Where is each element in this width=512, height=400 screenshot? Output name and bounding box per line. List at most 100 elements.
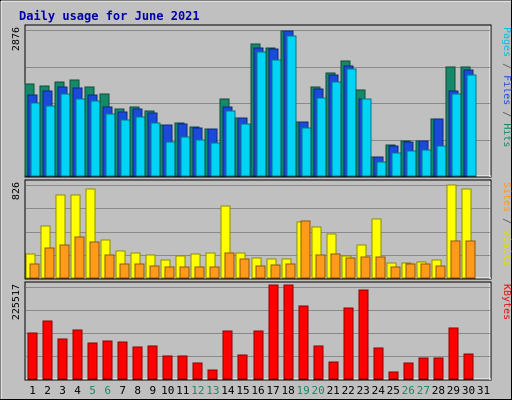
bar-pages-day-12	[195, 139, 206, 177]
x-tick-label: 7	[119, 384, 126, 397]
chart-title: Daily usage for June 2021	[19, 9, 200, 23]
bar-kbytes-day-30	[463, 353, 474, 380]
bar-pages-day-30	[466, 74, 477, 177]
x-tick-label: 10	[161, 384, 174, 397]
x-tick-label: 11	[176, 384, 189, 397]
bar-pages-day-13	[210, 142, 221, 177]
x-tick-label: 25	[387, 384, 400, 397]
bar-pages-day-3	[60, 93, 71, 177]
bar-kbytes-day-2	[42, 320, 53, 380]
bar-kbytes-day-18	[283, 284, 294, 380]
bar-pages-day-29	[451, 93, 462, 177]
bar-sites-day-30	[465, 240, 476, 279]
bar-sites-day-7	[119, 263, 130, 279]
x-tick-label: 16	[251, 384, 264, 397]
bar-sites-day-3	[59, 244, 70, 279]
bar-sites-day-4	[74, 236, 85, 279]
bar-pages-day-24	[376, 161, 387, 177]
legend-part: KBytes	[501, 284, 512, 320]
bar-pages-day-25	[391, 152, 402, 177]
bar-pages-day-22	[346, 68, 357, 177]
bar-kbytes-day-4	[72, 329, 83, 380]
bar-kbytes-day-24	[373, 347, 384, 380]
bar-kbytes-day-15	[237, 354, 248, 380]
bar-sites-day-19	[300, 220, 311, 279]
bar-sites-day-25	[390, 266, 401, 279]
x-tick-label: 30	[462, 384, 475, 397]
x-tick-label: 9	[149, 384, 156, 397]
bar-pages-day-21	[331, 81, 342, 177]
x-tick-label: 6	[104, 384, 111, 397]
bar-sites-day-2	[44, 247, 55, 279]
bar-sites-day-27	[420, 263, 431, 279]
legend-part: /	[501, 212, 512, 230]
bar-pages-day-23	[361, 98, 372, 177]
bar-pages-day-1	[30, 102, 41, 177]
x-tick-label: 13	[206, 384, 219, 397]
bar-kbytes-day-22	[343, 307, 354, 380]
bar-sites-day-23	[360, 256, 371, 279]
bar-kbytes-day-20	[313, 345, 324, 380]
x-tick-label: 18	[281, 384, 294, 397]
bar-pages-day-26	[406, 150, 417, 177]
bar-sites-day-9	[149, 265, 160, 279]
panel-visits-legend: Sites / Visits	[501, 182, 512, 266]
panel-hits-max-label: 2876	[11, 27, 22, 51]
panel-kbytes: 225517 KBytes	[11, 281, 512, 381]
bar-pages-day-7	[120, 119, 131, 177]
x-tick-label: 17	[266, 384, 279, 397]
bar-sites-day-17	[270, 264, 281, 279]
bar-sites-day-11	[179, 266, 190, 279]
bar-sites-day-12	[194, 266, 205, 279]
bar-kbytes-day-26	[403, 362, 414, 380]
bar-kbytes-day-9	[147, 345, 158, 380]
panel-visits-max-label: 826	[11, 182, 22, 200]
bar-kbytes-day-7	[117, 341, 128, 380]
legend-part: /	[501, 105, 512, 123]
panel-kbytes-max-label: 225517	[11, 284, 22, 320]
legend-part: /	[501, 57, 512, 75]
x-tick-label: 21	[327, 384, 340, 397]
x-tick-label: 24	[372, 384, 386, 397]
bar-pages-day-20	[316, 97, 327, 177]
bar-kbytes-day-16	[253, 330, 264, 380]
bar-kbytes-day-12	[192, 362, 203, 380]
x-tick-label: 29	[447, 384, 460, 397]
bar-sites-day-10	[164, 266, 175, 279]
bar-pages-day-28	[436, 145, 447, 177]
bar-sites-day-20	[315, 254, 326, 279]
bar-kbytes-day-29	[448, 327, 459, 380]
panel-hits-legend: Pages / Files / Hits	[501, 27, 512, 147]
bar-kbytes-day-11	[177, 355, 188, 380]
bar-sites-day-5	[89, 241, 100, 279]
bar-pages-day-17	[271, 59, 282, 177]
x-tick-label: 14	[221, 384, 235, 397]
bar-pages-day-14	[225, 110, 236, 177]
bar-kbytes-day-6	[102, 340, 113, 380]
bar-pages-day-6	[105, 113, 116, 177]
x-tick-label: 26	[402, 384, 415, 397]
legend-part: Hits	[501, 123, 512, 147]
bar-kbytes-day-13	[207, 369, 218, 380]
bar-sites-day-13	[209, 266, 220, 279]
legend-part: Sites	[501, 182, 512, 212]
bar-kbytes-day-28	[433, 357, 444, 380]
bar-pages-day-8	[135, 116, 146, 177]
bar-kbytes-day-3	[57, 338, 68, 380]
bar-kbytes-day-23	[358, 289, 369, 380]
x-tick-label: 31	[477, 384, 490, 397]
legend-part: Pages	[501, 27, 512, 57]
bar-sites-day-18	[285, 263, 296, 279]
bar-kbytes-day-10	[162, 355, 173, 380]
chart-panels: 2876 Pages / Files / Hits 826 Sites / Visit…	[11, 24, 512, 381]
bar-pages-day-9	[150, 122, 161, 177]
bar-sites-day-14	[224, 252, 235, 279]
bar-kbytes-day-14	[222, 330, 233, 380]
x-tick-label: 5	[89, 384, 96, 397]
bar-sites-day-22	[345, 257, 356, 279]
bar-sites-day-28	[435, 265, 446, 279]
bar-kbytes-day-27	[418, 357, 429, 380]
x-tick-label: 22	[342, 384, 355, 397]
bar-pages-day-5	[90, 100, 101, 177]
